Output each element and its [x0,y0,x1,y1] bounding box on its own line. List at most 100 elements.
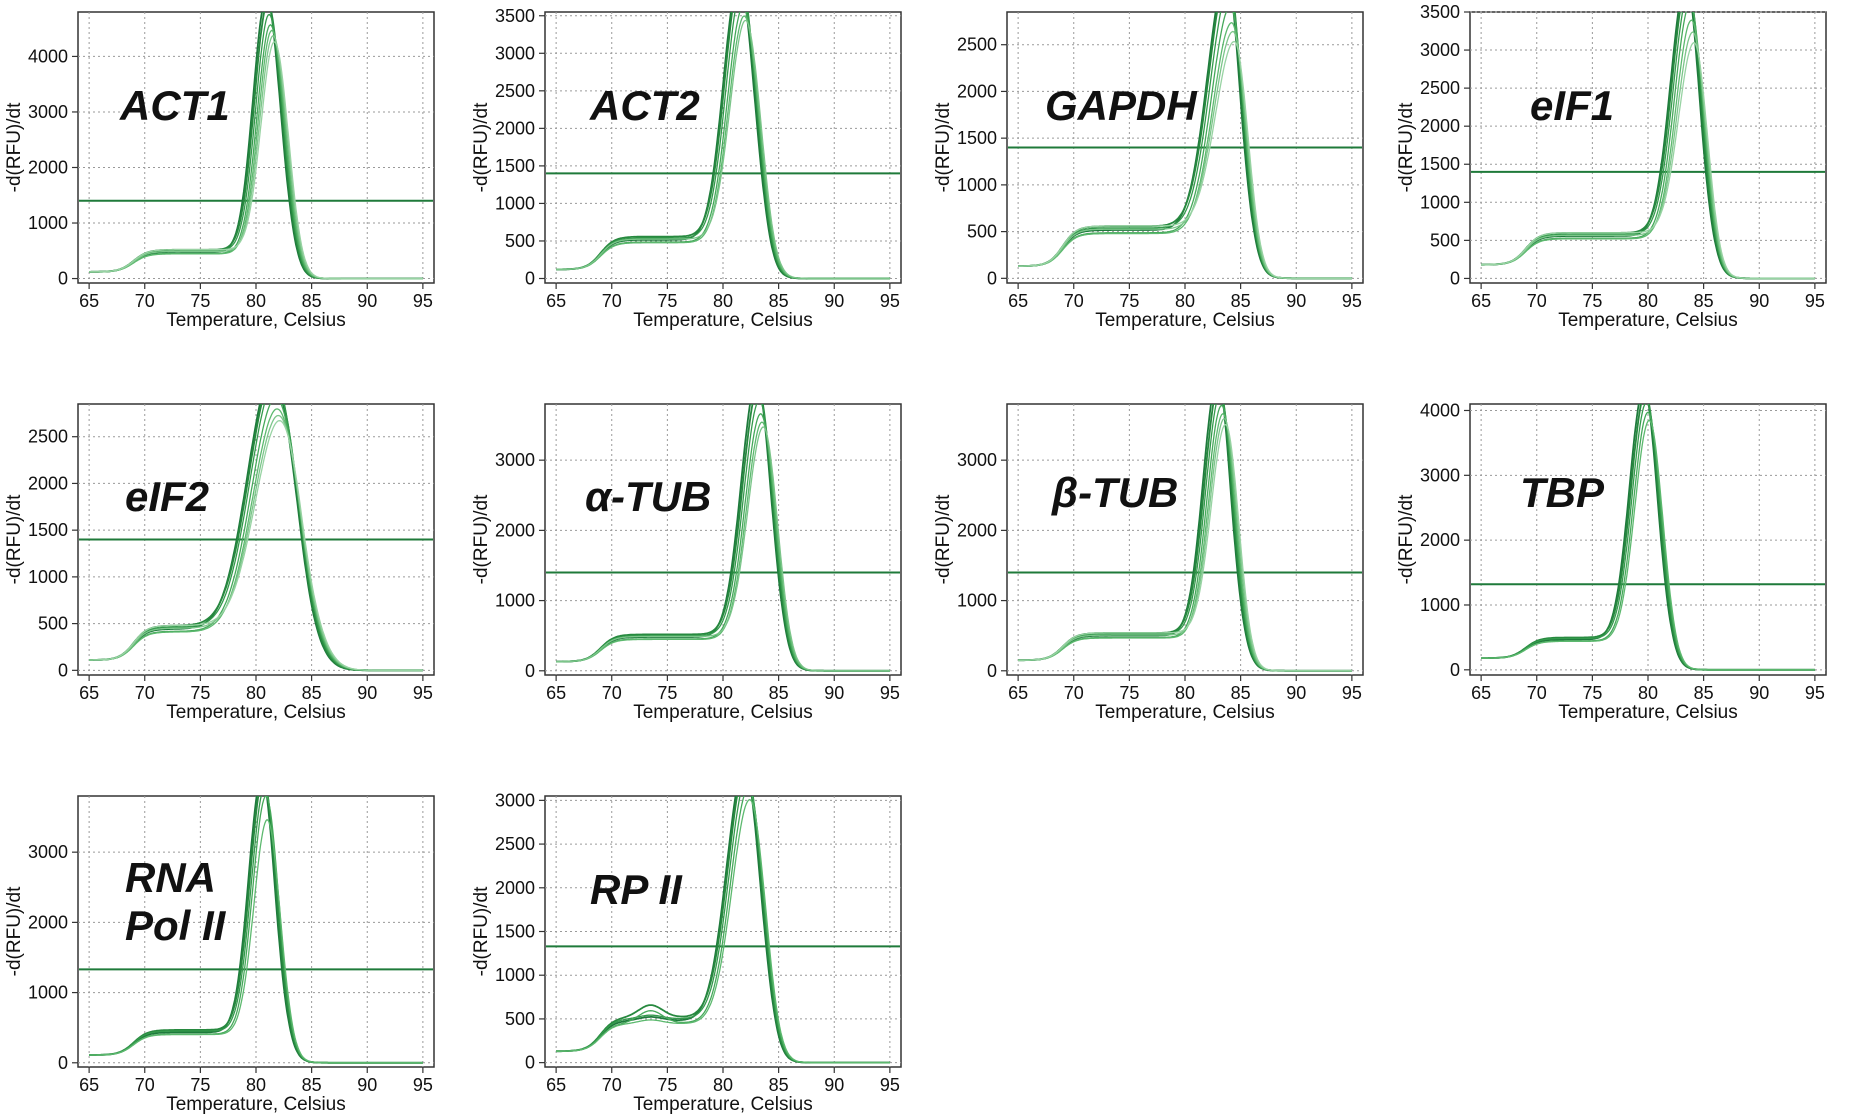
y-tick-label: 2500 [28,427,68,447]
melt-curve [556,19,890,280]
x-tick-label: 65 [79,291,99,311]
y-tick-label: 3000 [28,842,68,862]
y-tick-label: 500 [505,231,535,251]
x-tick-label: 90 [357,1075,377,1095]
x-tick-label: 90 [357,291,377,311]
x-tick-label: 85 [302,1075,322,1095]
melt-curve-panel: 65 70 75 80 85 90 95 0 500 1000 1500 2000 2500 3000 35… [1396,2,1827,331]
y-tick-label: 3500 [495,6,535,26]
y-tick-label: 2000 [957,520,997,540]
y-tick-label: 1500 [495,156,535,176]
x-tick-label: 70 [602,291,622,311]
melt-curve-panel: 65 70 75 80 85 90 95 0 1000 2000 3000 Temperature, … [4,795,435,1115]
x-tick-label: 80 [1638,291,1658,311]
x-tick-label: 95 [880,1075,900,1095]
y-tick-label: 1000 [1420,192,1460,212]
x-tick-label: 80 [246,683,266,703]
y-tick-label: 0 [525,268,535,288]
x-tick-label: 80 [713,291,733,311]
gene-label: ACT2 [589,82,700,129]
x-tick-label: 70 [1527,291,1547,311]
x-axis-label: Temperature, Celsius [633,310,813,331]
x-tick-label: 85 [1231,291,1251,311]
y-axis-label: -d(RFU)/dt [471,886,492,976]
y-tick-label: 2000 [495,520,535,540]
melt-curve [89,420,423,671]
x-tick-label: 90 [824,291,844,311]
x-tick-label: 80 [1175,291,1195,311]
x-tick-label: 95 [1342,683,1362,703]
y-tick-label: 3000 [495,450,535,470]
y-tick-label: 2000 [1420,530,1460,550]
y-tick-label: 1000 [28,213,68,233]
y-axis-label: -d(RFU)/dt [471,102,492,192]
x-tick-label: 75 [657,291,677,311]
y-tick-label: 3000 [28,102,68,122]
y-tick-label: 1000 [495,591,535,611]
x-tick-label: 90 [1286,683,1306,703]
y-tick-label: 3000 [957,450,997,470]
y-tick-label: 2000 [28,473,68,493]
x-axis-label: Temperature, Celsius [1095,702,1275,723]
y-tick-label: 0 [58,660,68,680]
x-tick-label: 90 [824,1075,844,1095]
x-tick-label: 85 [302,683,322,703]
y-tick-label: 1000 [957,175,997,195]
x-tick-label: 85 [769,291,789,311]
x-tick-label: 90 [1749,683,1769,703]
y-tick-label: 2500 [495,81,535,101]
x-tick-label: 85 [1231,683,1251,703]
gene-label: GAPDH [1045,82,1198,129]
x-tick-label: 75 [1582,291,1602,311]
x-tick-label: 70 [135,683,155,703]
y-tick-label: 1000 [28,567,68,587]
melt-curve [1481,42,1815,280]
x-tick-label: 95 [1342,291,1362,311]
x-axis-label: Temperature, Celsius [1558,702,1738,723]
y-tick-label: 0 [58,1053,68,1073]
x-tick-label: 70 [135,1075,155,1095]
x-tick-label: 80 [713,1075,733,1095]
x-tick-label: 65 [79,1075,99,1095]
y-tick-label: 1500 [28,520,68,540]
y-tick-label: 2000 [28,157,68,177]
x-tick-label: 65 [79,683,99,703]
x-tick-label: 70 [1527,683,1547,703]
y-tick-label: 0 [987,661,997,681]
x-tick-label: 65 [1471,683,1491,703]
y-tick-label: 1000 [957,591,997,611]
x-tick-label: 90 [357,683,377,703]
x-axis-label: Temperature, Celsius [166,310,346,331]
x-tick-label: 80 [1175,683,1195,703]
y-tick-label: 2500 [1420,78,1460,98]
y-axis-label: -d(RFU)/dt [4,886,25,976]
y-tick-label: 3000 [1420,465,1460,485]
x-tick-label: 95 [413,683,433,703]
gene-label: β-TUB [1051,469,1178,516]
x-tick-label: 95 [1805,291,1825,311]
y-tick-label: 2000 [957,81,997,101]
y-tick-label: 3500 [1420,2,1460,22]
melt-curve [1018,424,1352,672]
y-tick-label: 3000 [495,790,535,810]
x-tick-label: 70 [602,1075,622,1095]
x-tick-label: 75 [657,683,677,703]
y-tick-label: 500 [38,614,68,634]
y-tick-label: 2000 [1420,116,1460,136]
melt-curve-panel: 65 70 75 80 85 90 95 0 1000 2000 3000 Temperature, … [933,403,1364,723]
y-tick-label: 2000 [28,912,68,932]
y-axis-label: -d(RFU)/dt [933,494,954,584]
y-tick-label: 0 [1450,660,1460,680]
y-axis-label: -d(RFU)/dt [4,102,25,192]
y-axis-label: -d(RFU)/dt [1396,102,1417,192]
y-tick-label: 2500 [495,834,535,854]
melt-curve [1481,419,1815,671]
y-axis-label: -d(RFU)/dt [933,102,954,192]
gene-label: TBP [1520,469,1605,516]
x-tick-label: 75 [1582,683,1602,703]
x-tick-label: 90 [1749,291,1769,311]
y-tick-label: 0 [58,269,68,289]
y-tick-label: 3000 [495,43,535,63]
melt-curve-panel: 65 70 75 80 85 90 95 0 500 1000 1500 2000 2500 Temper… [4,403,435,723]
